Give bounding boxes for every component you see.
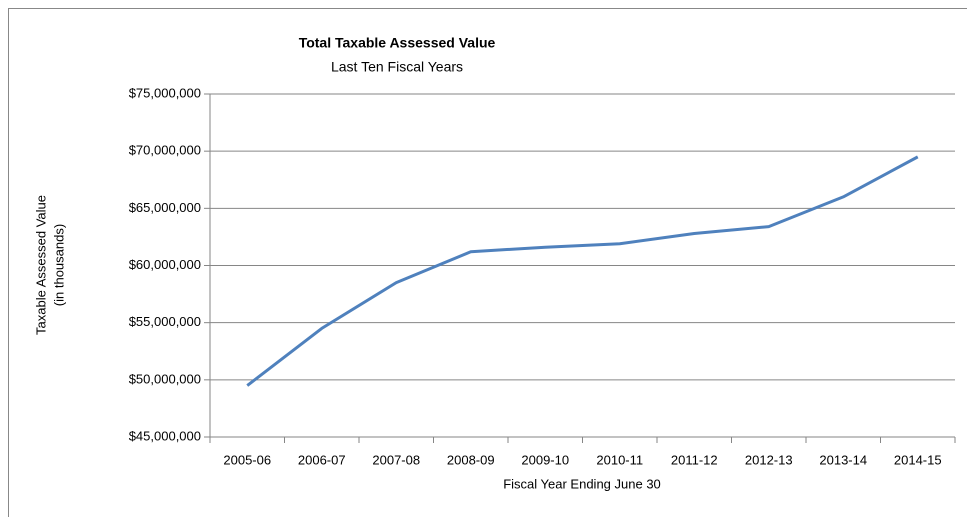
x-tick-label: 2011-12: [671, 452, 718, 467]
x-tick-label: 2012-13: [745, 452, 793, 467]
x-tick-label: 2006-07: [298, 452, 346, 467]
y-axis-label: Taxable Assessed Value: [33, 195, 48, 335]
x-tick-label: 2009-10: [521, 452, 569, 467]
data-line: [246, 155, 919, 387]
y-tick-label: $65,000,000: [129, 200, 201, 215]
chart-border: [8, 8, 967, 517]
y-tick-label: $55,000,000: [129, 314, 201, 329]
y-tick-label: $70,000,000: [129, 143, 201, 158]
y-tick-label: $50,000,000: [129, 371, 201, 386]
x-tick-label: 2007-08: [372, 452, 420, 467]
x-tick-label: 2010-11: [596, 452, 643, 467]
x-tick-label: 2014-15: [894, 452, 942, 467]
x-tick-label: 2005-06: [223, 452, 271, 467]
chart-title: Total Taxable Assessed Value: [299, 35, 496, 51]
x-axis-label: Fiscal Year Ending June 30: [503, 476, 661, 491]
y-tick-label: $45,000,000: [129, 428, 201, 443]
x-tick-label: 2013-14: [819, 452, 867, 467]
y-tick-label: $75,000,000: [129, 85, 201, 100]
chart-subtitle: Last Ten Fiscal Years: [331, 59, 463, 75]
x-tick-label: 2008-09: [447, 452, 495, 467]
y-tick-label: $60,000,000: [129, 257, 201, 272]
y-axis-label: (in thousands): [51, 224, 66, 306]
